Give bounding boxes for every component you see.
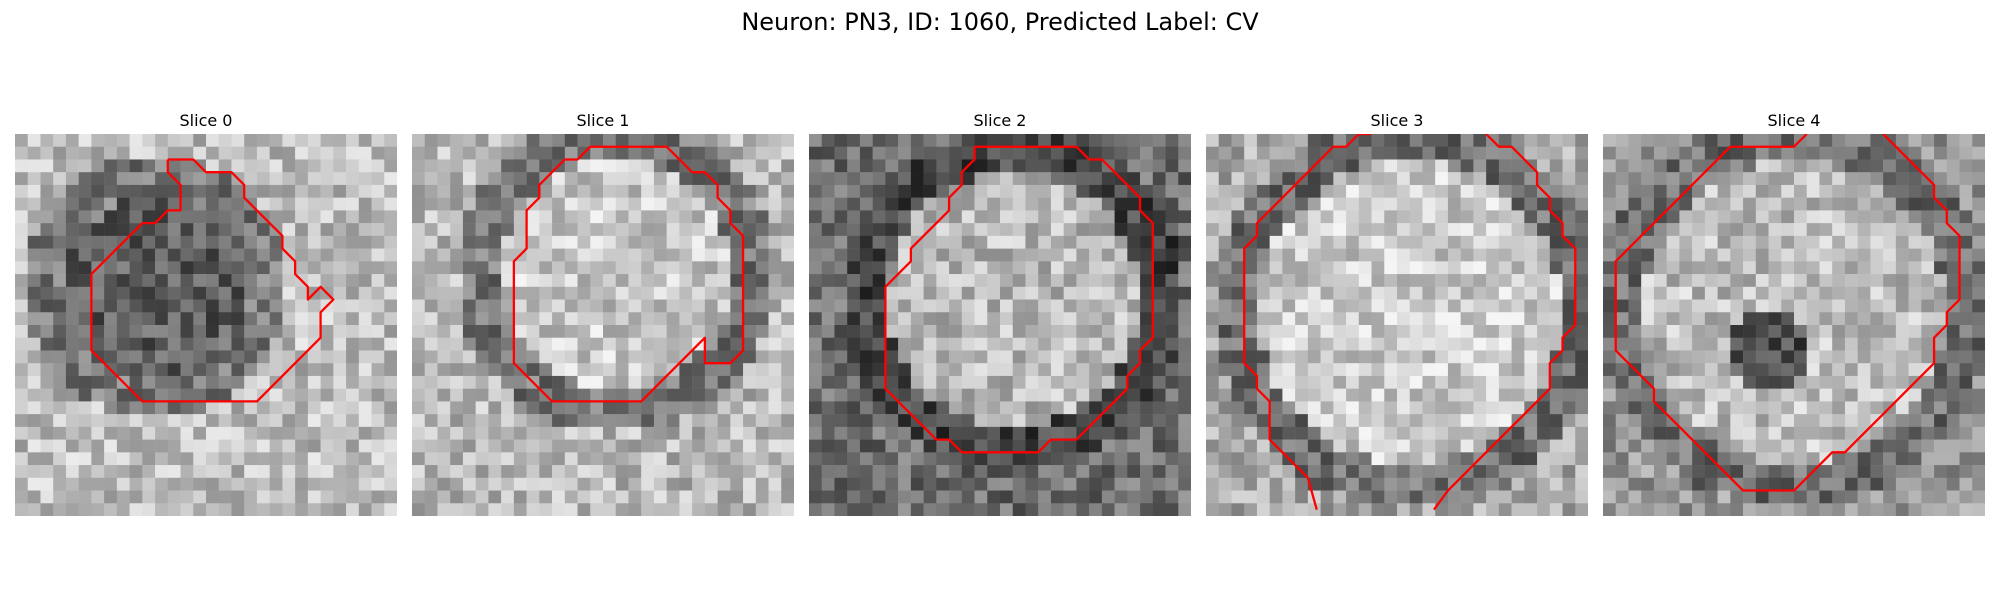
slice-image-4 [1603,134,1985,516]
slice-title-2: Slice 2 [973,111,1027,130]
slice-image-1 [412,134,794,516]
segmentation-contour-1 [512,145,745,403]
segmentation-contour-3b [1433,134,1577,511]
slice-panel-3: Slice 3 [1206,110,1588,516]
slice-image-0 [15,134,397,516]
pixel-grid-0 [15,134,397,516]
pixel-grid-4 [1603,134,1985,516]
slice-panel-0: Slice 0 [15,110,397,516]
slice-panel-2: Slice 2 [809,110,1191,516]
slice-title-0: Slice 0 [179,111,233,130]
figure-title: Neuron: PN3, ID: 1060, Predicted Label: … [741,8,1259,36]
slice-image-3 [1206,134,1588,516]
pixel-grid-1 [412,134,794,516]
segmentation-contour-3a [1243,134,1372,510]
slice-title-3: Slice 3 [1370,111,1424,130]
slice-panel-1: Slice 1 [412,110,794,516]
slice-image-2 [809,134,1191,516]
slice-title-1: Slice 1 [576,111,630,130]
segmentation-contour-2 [884,145,1154,454]
slice-panel-4: Slice 4 [1603,110,1985,516]
pixel-grid-3 [1206,134,1588,516]
slice-title-4: Slice 4 [1767,111,1821,130]
segmentation-contour-4 [1614,134,1961,492]
pixel-grid-2 [809,134,1191,516]
segmentation-contour-0 [90,158,335,403]
